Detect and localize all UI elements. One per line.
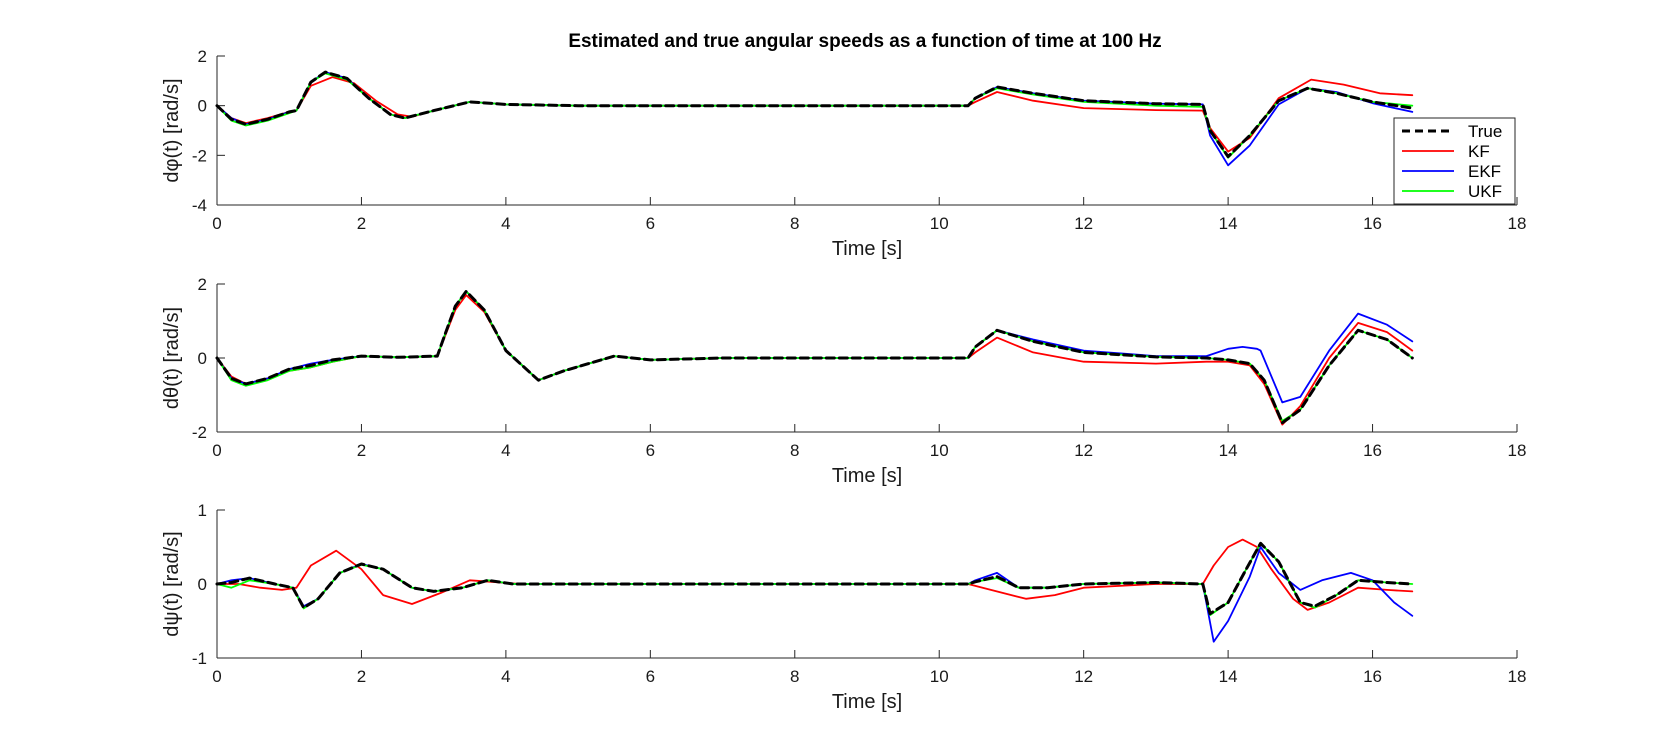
legend-box xyxy=(1393,117,1516,205)
y-axis-label: dθ(t) [rad/s] xyxy=(161,307,183,409)
series-line-ekf xyxy=(216,290,1414,404)
x-tick-label: 18 xyxy=(1508,441,1527,460)
x-tick-label: 0 xyxy=(212,667,221,686)
x-tick-label: 16 xyxy=(1363,441,1382,460)
legend-label-kf: KF xyxy=(1468,142,1490,161)
x-tick-label: 12 xyxy=(1074,667,1093,686)
x-tick-label: 10 xyxy=(930,441,949,460)
x-axis-label: Time [s] xyxy=(832,691,902,713)
x-tick-label: 4 xyxy=(501,667,510,686)
x-tick-label: 10 xyxy=(930,214,949,233)
x-tick-label: 18 xyxy=(1508,214,1527,233)
x-tick-label: 2 xyxy=(357,214,366,233)
series-line-true xyxy=(215,70,1414,159)
x-tick-label: 4 xyxy=(501,441,510,460)
x-tick-label: 10 xyxy=(930,667,949,686)
y-tick-label: 0 xyxy=(198,575,207,594)
y-tick-label: -2 xyxy=(192,146,207,165)
x-tick-label: 8 xyxy=(790,441,799,460)
series-line-kf xyxy=(216,538,1414,611)
x-tick-label: 0 xyxy=(212,441,221,460)
legend-label-true: True xyxy=(1468,122,1502,141)
x-tick-label: 4 xyxy=(501,214,510,233)
y-tick-label: -4 xyxy=(192,196,207,215)
x-tick-label: 16 xyxy=(1363,214,1382,233)
y-tick-label: 0 xyxy=(198,349,207,368)
y-tick-label: 0 xyxy=(198,97,207,116)
series-line-true xyxy=(215,541,1414,616)
x-tick-label: 12 xyxy=(1074,214,1093,233)
x-tick-label: 8 xyxy=(790,214,799,233)
x-axis-label: Time [s] xyxy=(832,465,902,487)
subplot-pitch-rate: 0 2 4 6 8 10 12 14 16 18 -2 0 2 Time [s] dθ(t) [rad/s] xyxy=(161,275,1526,487)
x-tick-label: 6 xyxy=(646,667,655,686)
x-tick-label: 6 xyxy=(646,441,655,460)
x-tick-label: 2 xyxy=(357,441,366,460)
legend-label-ukf: UKF xyxy=(1468,182,1502,201)
y-tick-label: 1 xyxy=(198,501,207,520)
x-tick-label: 8 xyxy=(790,667,799,686)
x-tick-label: 12 xyxy=(1074,441,1093,460)
x-tick-label: 18 xyxy=(1508,667,1527,686)
subplot-yaw-rate: 0 2 4 6 8 10 12 14 16 18 -1 0 1 Time [s] dψ(t) [rad/s] xyxy=(161,501,1526,713)
figure-title: Estimated and true angular speeds as a f… xyxy=(568,31,1161,52)
x-tick-label: 0 xyxy=(212,214,221,233)
y-tick-label: -2 xyxy=(192,423,207,442)
x-axis-label: Time [s] xyxy=(832,238,902,260)
x-tick-label: 14 xyxy=(1219,441,1238,460)
y-axis-label: dψ(t) [rad/s] xyxy=(161,531,183,636)
x-tick-label: 16 xyxy=(1363,667,1382,686)
x-tick-label: 14 xyxy=(1219,667,1238,686)
x-tick-label: 6 xyxy=(646,214,655,233)
y-tick-label: 2 xyxy=(198,47,207,66)
legend-label-ekf: EKF xyxy=(1468,162,1501,181)
series-line-true xyxy=(215,289,1414,425)
y-axis-label: dφ(t) [rad/s] xyxy=(161,78,183,182)
y-tick-label: -1 xyxy=(192,649,207,668)
subplot-roll-rate: 0 2 4 6 8 10 12 14 16 18 -4 -2 0 2 Time [s] dφ(t) [rad/… xyxy=(161,47,1526,260)
x-tick-label: 2 xyxy=(357,667,366,686)
series-line-kf xyxy=(216,76,1414,153)
x-tick-label: 14 xyxy=(1219,214,1238,233)
y-tick-label: 2 xyxy=(198,275,207,294)
